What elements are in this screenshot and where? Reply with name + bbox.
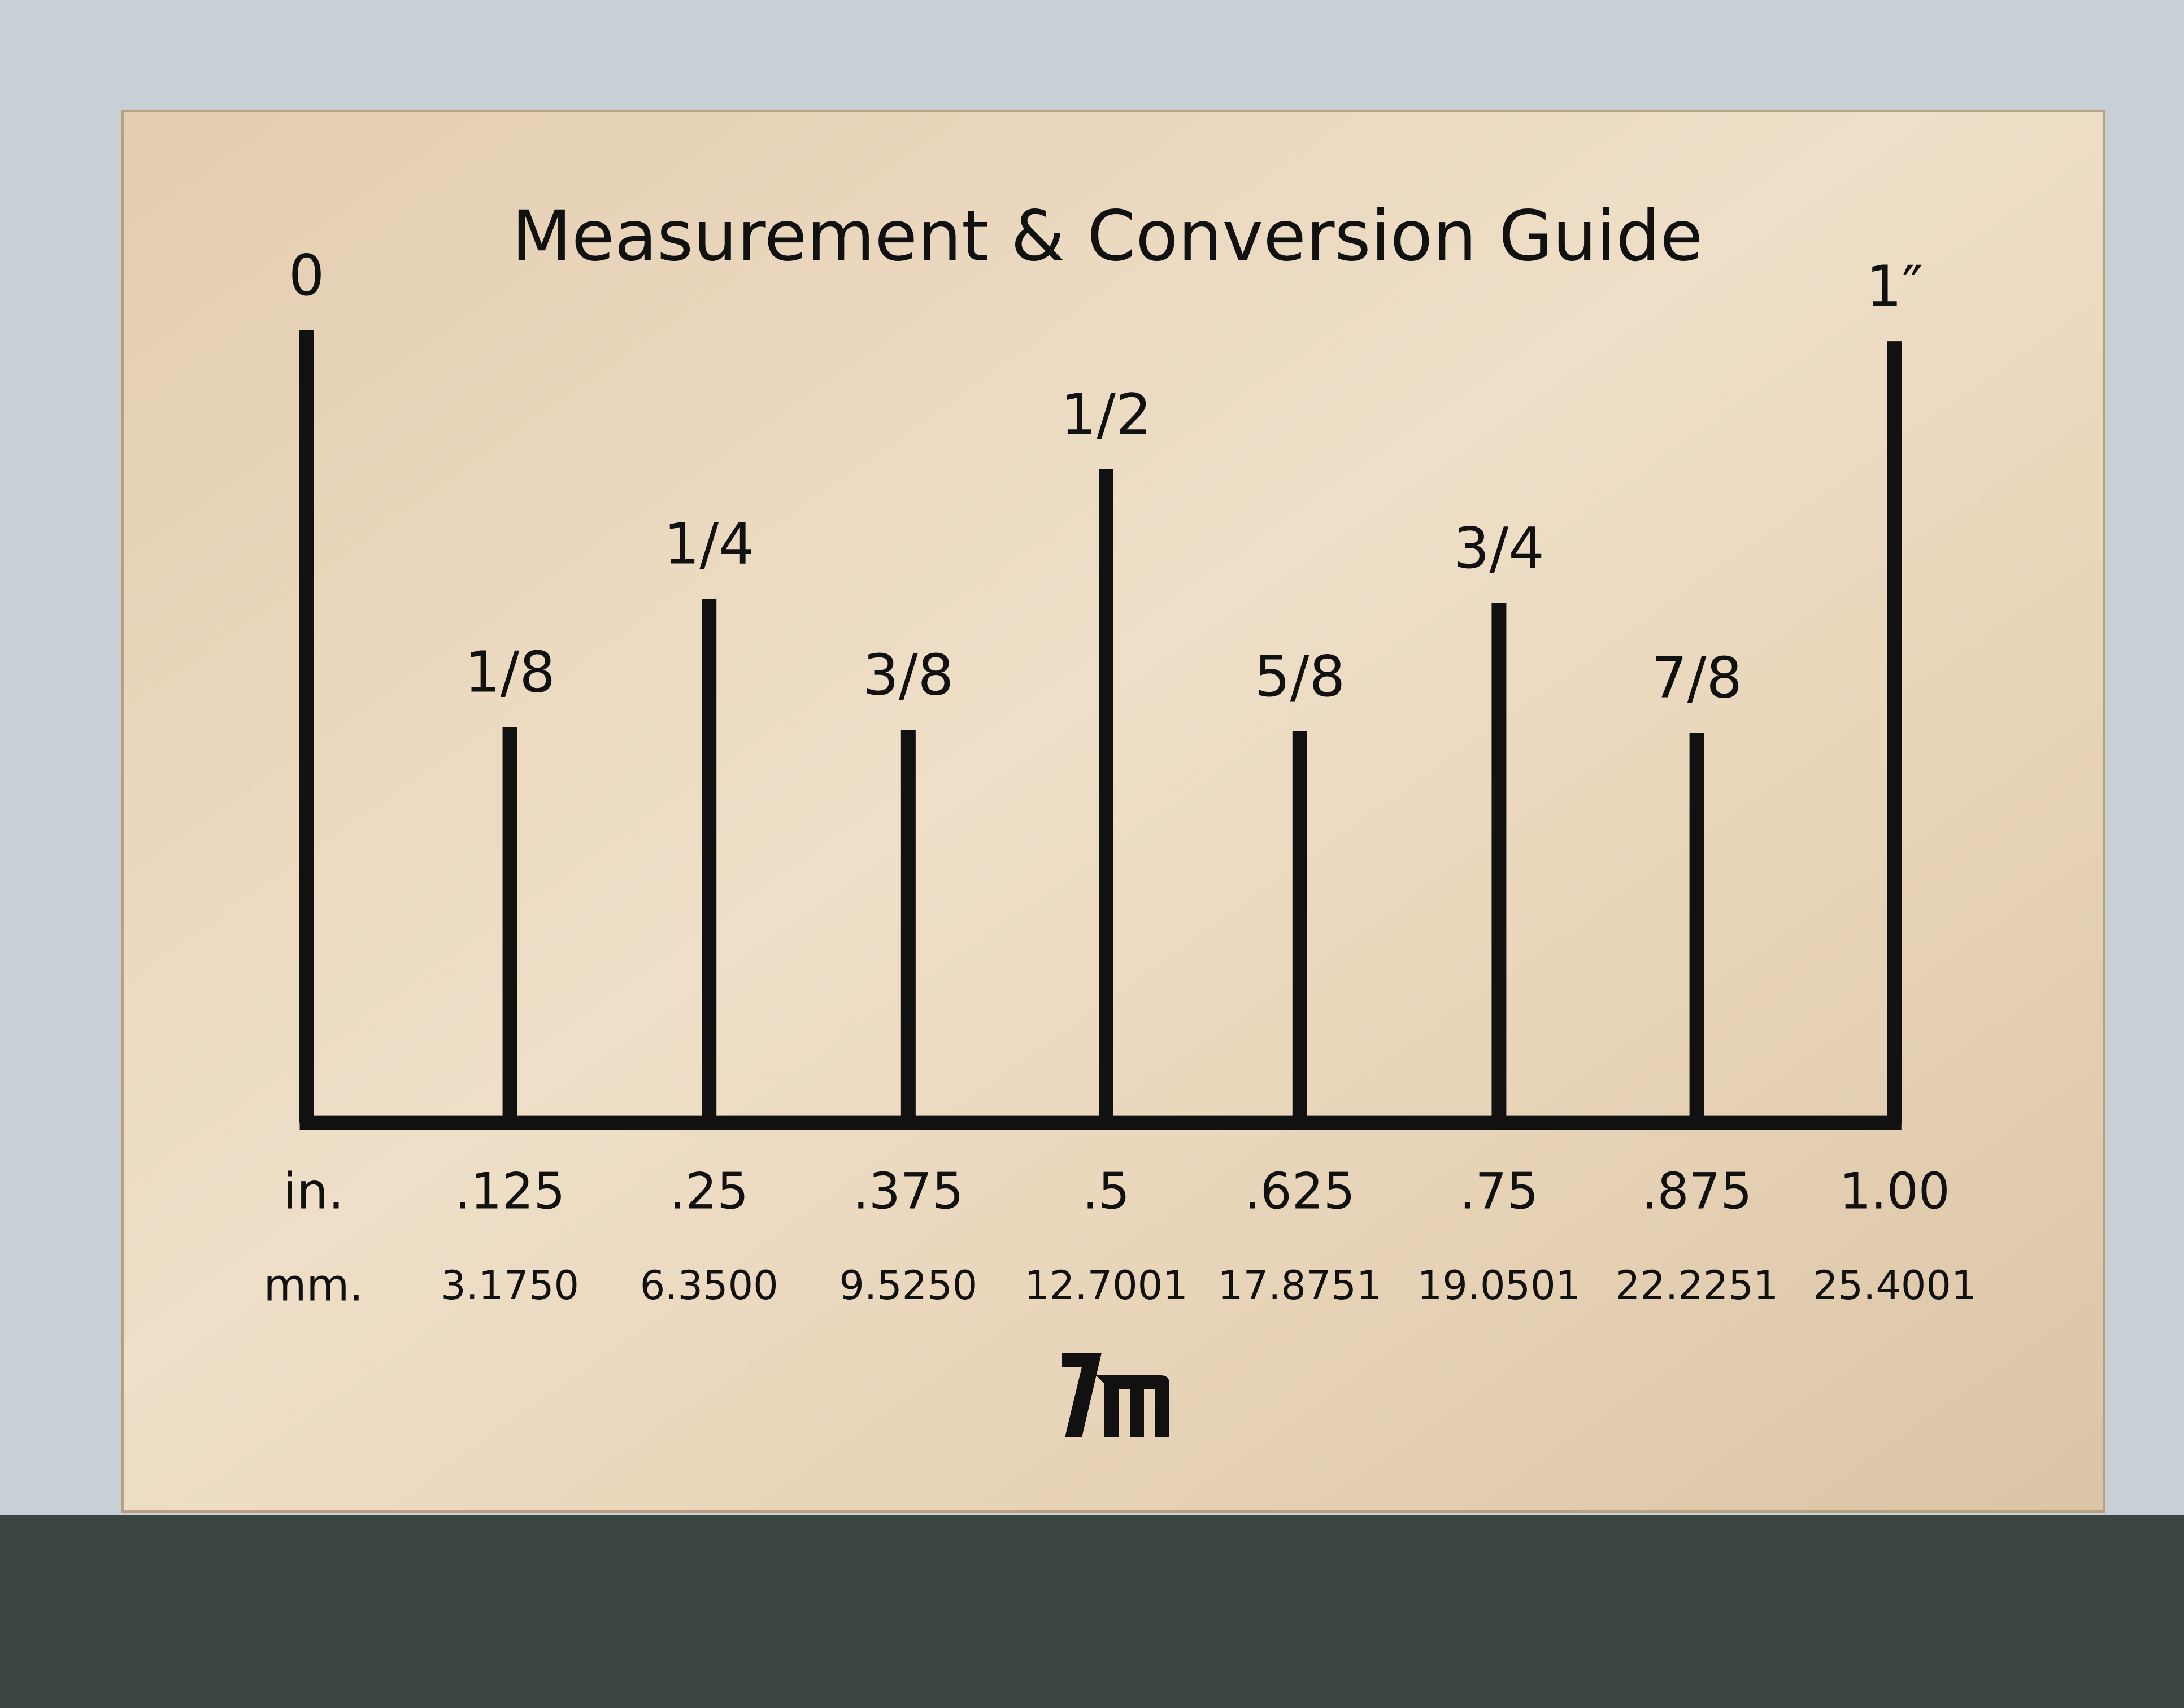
inch-value: .375 [853,1162,964,1221]
tick-label: 5/8 [1254,643,1345,709]
cutting-mat [0,1515,2184,1708]
title: Measurement & Conversion Guide [512,197,1703,277]
inch-value: .125 [455,1162,565,1221]
tick-label: 1/2 [1061,381,1152,447]
inch-value: .25 [669,1162,749,1221]
mm-value: 22.2251 [1615,1262,1778,1309]
inch-value: .875 [1642,1162,1752,1221]
inch-value: .5 [1082,1162,1130,1221]
mm-value: 25.4001 [1813,1262,1976,1309]
tick-label: 7/8 [1651,644,1742,711]
inch-value: .625 [1245,1162,1355,1221]
mm-value: 9.5250 [839,1262,977,1309]
logo-m [1096,1375,1169,1437]
mm-value: 3.1750 [441,1262,579,1309]
inch-row-label: in. [283,1162,344,1221]
tick-label: 1″ [1866,254,1923,320]
mm-value: 17.8751 [1218,1262,1381,1309]
mm-value: 12.7001 [1024,1262,1187,1309]
tick-label: 3/8 [863,642,954,708]
tick-label: 1/8 [464,639,555,705]
tick-label: 3/4 [1454,515,1545,581]
mm-value: 19.0501 [1417,1262,1581,1309]
mm-row-label: mm. [263,1261,363,1312]
tick-label: 0 [289,242,325,308]
logo [1062,1353,1169,1437]
inch-value: .75 [1459,1162,1538,1221]
mm-value: 6.3500 [640,1262,778,1309]
logo-seven [1062,1353,1102,1437]
tick-label: 1/4 [664,511,755,577]
inch-value: 1.00 [1839,1162,1950,1221]
ruler: 0 1/8 1/4 3/8 1/2 5/8 3/4 7/8 1″ in. mm. .125 3.1750… [263,242,1976,1312]
